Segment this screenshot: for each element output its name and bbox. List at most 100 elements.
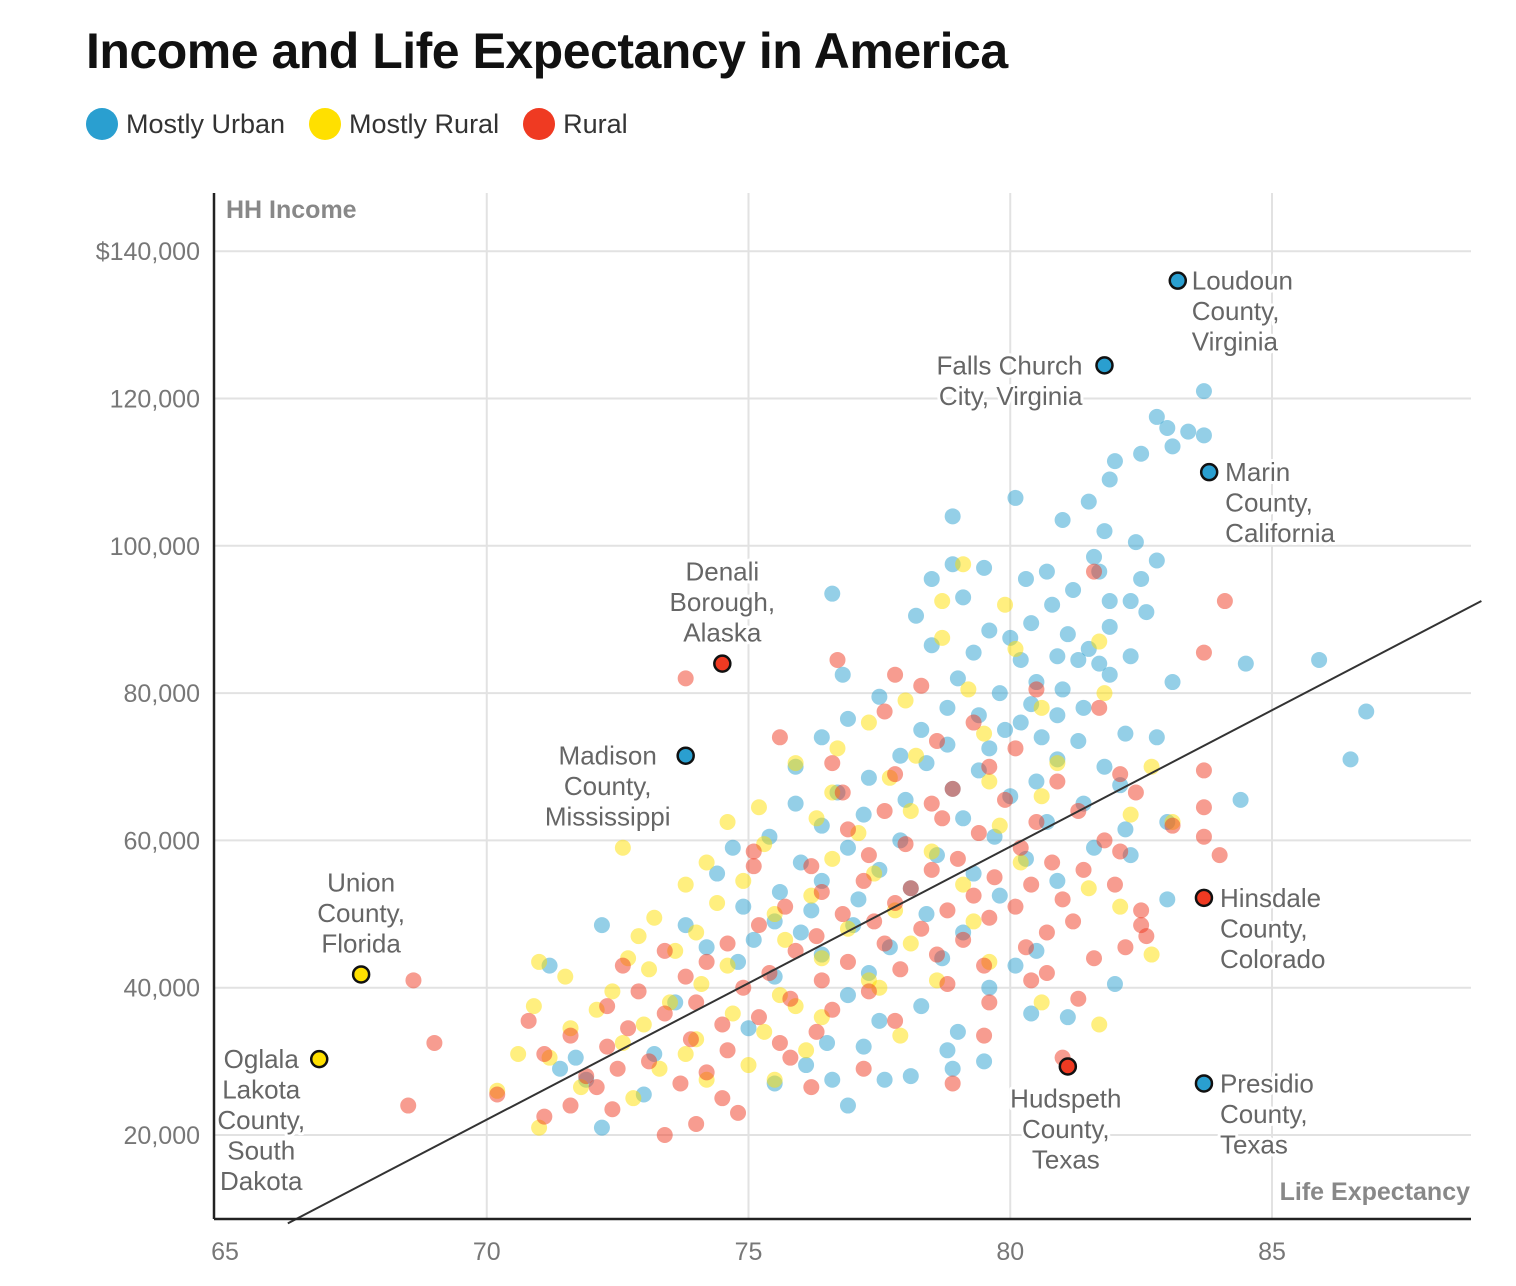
- data-point: [771, 729, 788, 746]
- annotation-label: Virginia: [1192, 327, 1279, 357]
- data-point: [887, 895, 904, 912]
- data-point: [803, 858, 820, 875]
- data-point: [944, 780, 961, 797]
- data-point: [913, 677, 930, 694]
- data-point: [981, 758, 998, 775]
- data-point: [688, 924, 705, 941]
- data-point: [1049, 872, 1066, 889]
- data-point: [1033, 699, 1050, 716]
- data-point: [688, 1115, 705, 1132]
- annotation-halo: California: [1225, 518, 1335, 548]
- annotation-label: City, Virginia: [939, 381, 1083, 411]
- annotation-label: County,: [1225, 488, 1313, 518]
- annotation-halo: Loudoun: [1192, 266, 1293, 296]
- data-point: [824, 1071, 841, 1088]
- annotation-halo: City, Virginia: [939, 381, 1083, 411]
- annotation-halo: County,: [564, 771, 652, 801]
- y-tick-label: $140,000: [96, 238, 200, 266]
- legend-swatch-mostly-rural: [309, 108, 342, 140]
- data-point: [923, 570, 940, 587]
- highlighted-point: [1194, 1074, 1214, 1093]
- data-point: [787, 942, 804, 959]
- x-tick-label: 85: [1258, 1238, 1286, 1266]
- data-point: [955, 810, 972, 827]
- data-point: [1122, 806, 1139, 823]
- data-point: [1038, 924, 1055, 941]
- annotation-halo: County,: [1225, 488, 1313, 518]
- grid: [214, 193, 1471, 1219]
- data-point: [1091, 655, 1108, 672]
- data-point: [1237, 655, 1254, 672]
- data-point: [698, 939, 715, 956]
- data-point: [1096, 685, 1113, 702]
- data-point: [614, 839, 631, 856]
- annotation-label: Madison: [559, 741, 657, 771]
- data-point: [520, 1012, 537, 1029]
- annotation-halo: Colorado: [1220, 944, 1326, 974]
- data-point: [976, 957, 993, 974]
- data-point: [1023, 876, 1040, 893]
- data-point: [829, 740, 846, 757]
- data-point: [782, 990, 799, 1007]
- data-point: [803, 902, 820, 919]
- data-point: [813, 950, 830, 967]
- annotation-halo: Union: [327, 867, 395, 897]
- data-point: [641, 961, 658, 978]
- data-point: [860, 714, 877, 731]
- data-point: [777, 898, 794, 915]
- data-point: [567, 1049, 584, 1066]
- data-point: [630, 983, 647, 1000]
- data-point: [1117, 725, 1134, 742]
- data-point: [1195, 383, 1212, 400]
- annotation-label: South: [227, 1136, 295, 1166]
- annotation-label: County,: [217, 1105, 305, 1135]
- data-point: [876, 802, 893, 819]
- data-point: [1216, 593, 1233, 610]
- data-point: [991, 817, 1008, 834]
- data-point: [1342, 751, 1359, 768]
- data-point: [1038, 563, 1055, 580]
- data-point: [855, 806, 872, 823]
- data-point: [1096, 758, 1113, 775]
- data-point: [489, 1086, 506, 1103]
- y-tick-label: 80,000: [124, 680, 200, 708]
- highlighted-point: [713, 654, 732, 673]
- data-point: [965, 913, 982, 930]
- data-point: [1117, 939, 1134, 956]
- data-point: [949, 670, 966, 687]
- data-point: [834, 906, 851, 923]
- annotation-label: Dakota: [220, 1166, 303, 1196]
- data-point: [1101, 593, 1118, 610]
- data-point: [536, 1108, 553, 1125]
- data-point: [965, 714, 982, 731]
- data-point: [688, 994, 705, 1011]
- chart-title: Income and Life Expectancy in America: [86, 23, 1008, 79]
- data-point: [871, 688, 888, 705]
- data-point: [976, 1053, 993, 1070]
- data-point: [939, 902, 956, 919]
- x-tick-label: 75: [735, 1238, 763, 1266]
- annotation-label: County,: [1220, 1099, 1308, 1129]
- data-point: [756, 1023, 773, 1040]
- data-point: [719, 1042, 736, 1059]
- data-point: [955, 931, 972, 948]
- data-point: [1028, 773, 1045, 790]
- data-point: [771, 1034, 788, 1051]
- data-point: [892, 747, 909, 764]
- data-point: [578, 1068, 595, 1085]
- data-point: [965, 865, 982, 882]
- data-point: [923, 795, 940, 812]
- annotation-label: Hinsdale: [1220, 883, 1321, 913]
- x-tick-label: 70: [473, 1238, 501, 1266]
- data-point: [965, 644, 982, 661]
- data-point: [709, 865, 726, 882]
- data-point: [1143, 946, 1160, 963]
- data-point: [981, 773, 998, 790]
- data-point: [876, 703, 893, 720]
- data-point: [834, 784, 851, 801]
- annotation-label: Falls Church: [937, 350, 1083, 380]
- data-point: [850, 891, 867, 908]
- highlighted-point: [1058, 1057, 1078, 1076]
- data-point: [1133, 445, 1150, 462]
